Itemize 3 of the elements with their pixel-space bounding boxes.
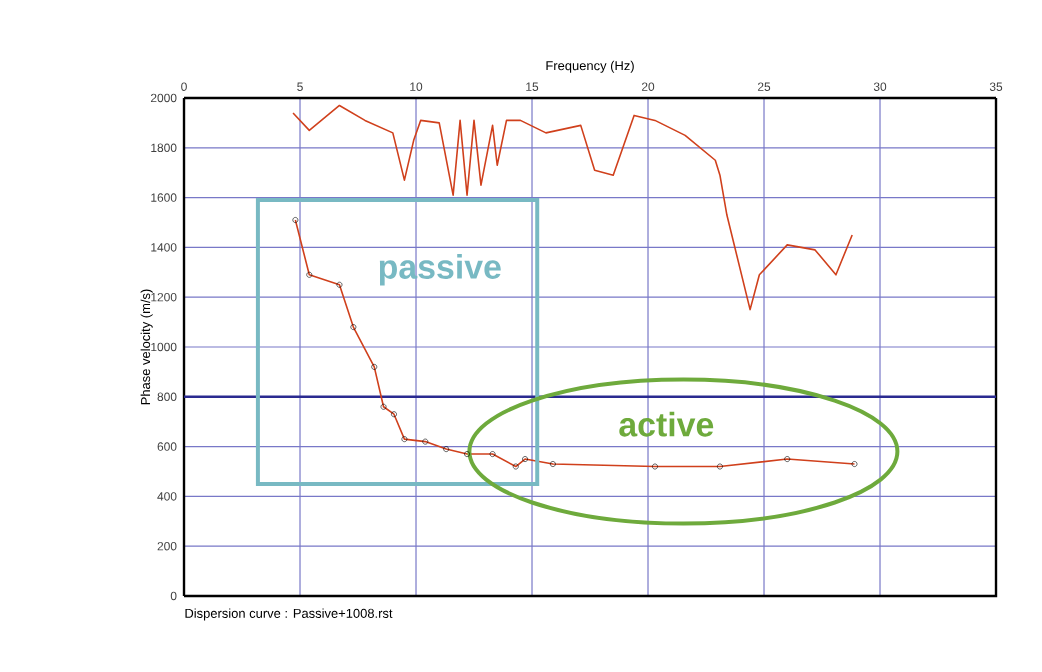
- annotation: active: [619, 411, 714, 437]
- line-series: [292, 104, 853, 311]
- line-series: [292, 217, 858, 470]
